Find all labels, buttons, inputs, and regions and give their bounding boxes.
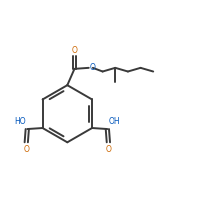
Text: HO: HO — [14, 117, 26, 126]
Text: O: O — [90, 63, 95, 72]
Text: OH: OH — [109, 117, 121, 126]
Text: O: O — [105, 144, 111, 153]
Text: O: O — [23, 144, 29, 153]
Text: O: O — [72, 46, 77, 55]
